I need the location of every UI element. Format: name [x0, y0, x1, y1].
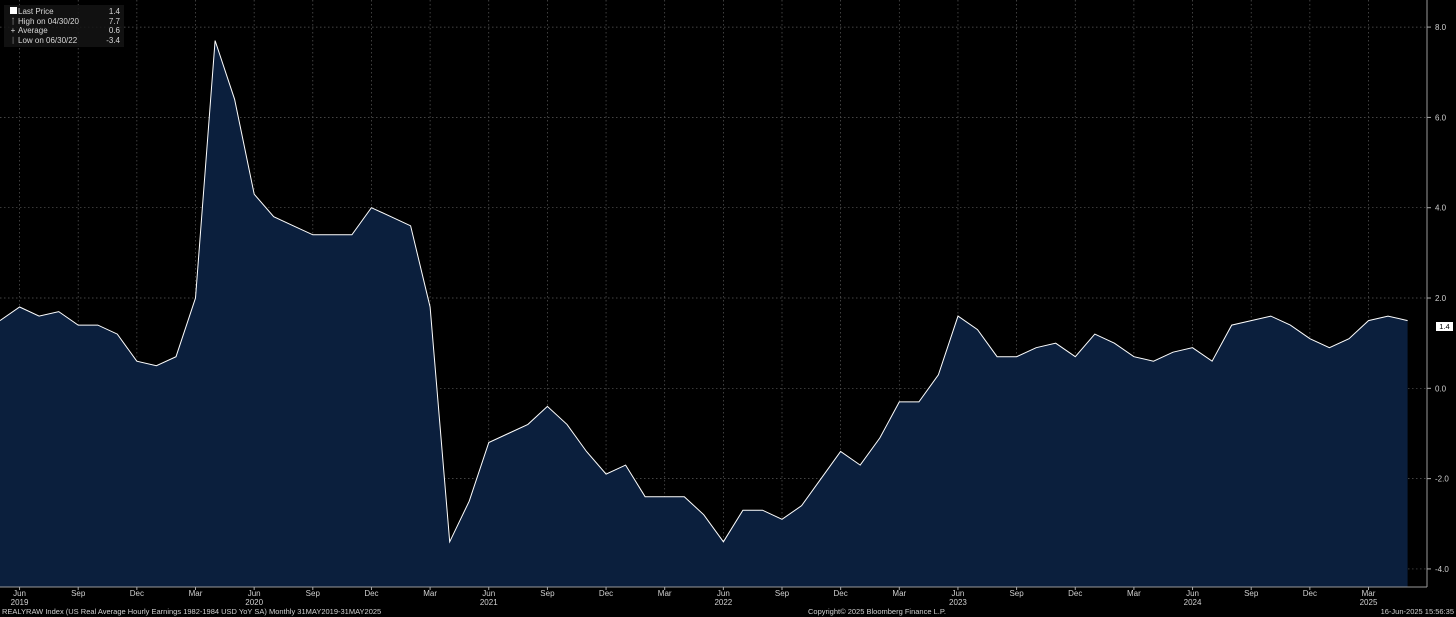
average-marker-icon: +	[10, 26, 16, 35]
x-tick-label: Dec	[1303, 589, 1317, 598]
y-tick-label: 8.0	[1435, 23, 1447, 32]
x-tick-label: Sep	[1009, 589, 1024, 598]
legend-high: ᛙ High on 04/30/20 7.7	[8, 17, 120, 27]
x-year-label: 2025	[1360, 598, 1378, 607]
x-tick-label: Dec	[1068, 589, 1082, 598]
footer-ticker-description: REALYRAW Index (US Real Average Hourly E…	[2, 607, 382, 616]
y-tick-label: -2.0	[1435, 475, 1449, 484]
x-tick-label: Mar	[189, 589, 203, 598]
x-tick-label: Dec	[599, 589, 613, 598]
x-year-label: 2021	[480, 598, 498, 607]
y-tick-label: 2.0	[1435, 294, 1447, 303]
x-tick-label: Dec	[834, 589, 848, 598]
x-tick-label: Sep	[71, 589, 86, 598]
x-tick-label: Dec	[130, 589, 144, 598]
legend-average: + Average 0.6	[8, 26, 120, 36]
x-tick-label: Mar	[1362, 589, 1376, 598]
x-year-label: 2019	[11, 598, 29, 607]
x-tick-label: Jun	[248, 589, 261, 598]
legend-low: ᛁ Low on 06/30/22 -3.4	[8, 36, 120, 46]
legend-last-price: Last Price 1.4	[8, 7, 120, 17]
y-tick-label: 0.0	[1435, 384, 1447, 393]
x-axis-ticks: Jun Sep Dec Mar Jun Sep Dec Mar Jun Sep Dec Mar Jun S…	[11, 587, 1378, 607]
x-tick-label: Sep	[1244, 589, 1259, 598]
x-year-label: 2024	[1184, 598, 1202, 607]
low-marker-icon: ᛁ	[10, 35, 16, 45]
x-tick-label: Jun	[1186, 589, 1199, 598]
x-tick-label: Mar	[1127, 589, 1141, 598]
x-tick-label: Mar	[658, 589, 672, 598]
footer-copyright: Copyright© 2025 Bloomberg Finance L.P.	[808, 607, 946, 616]
x-year-label: 2023	[949, 598, 967, 607]
x-tick-label: Sep	[540, 589, 555, 598]
x-tick-label: Jun	[482, 589, 495, 598]
x-tick-label: Jun	[717, 589, 730, 598]
x-tick-label: Jun	[13, 589, 26, 598]
series-area	[0, 40, 1408, 588]
x-year-label: 2022	[714, 598, 732, 607]
x-year-label: 2020	[245, 598, 263, 607]
x-tick-label: Mar	[423, 589, 437, 598]
high-marker-icon: ᛙ	[10, 16, 16, 26]
legend: Last Price 1.4 ᛙ High on 04/30/20 7.7 + …	[4, 5, 124, 47]
y-tick-label: 4.0	[1435, 204, 1447, 213]
white-square-icon	[9, 7, 17, 14]
series-line	[0, 40, 1408, 544]
x-tick-label: Jun	[951, 589, 964, 598]
footer-timestamp: 16-Jun-2025 15:56:35	[1380, 607, 1454, 616]
x-tick-label: Dec	[364, 589, 378, 598]
y-tick-label: 6.0	[1435, 113, 1447, 122]
x-tick-label: Sep	[775, 589, 790, 598]
y-axis-ticks: 8.0 6.0 4.0 2.0 0.0 -2.0 -4.0	[1427, 23, 1449, 574]
y-tick-label: -4.0	[1435, 565, 1449, 574]
x-tick-label: Sep	[306, 589, 321, 598]
x-tick-label: Mar	[892, 589, 906, 598]
last-value-badge: 1.4	[1436, 322, 1453, 331]
